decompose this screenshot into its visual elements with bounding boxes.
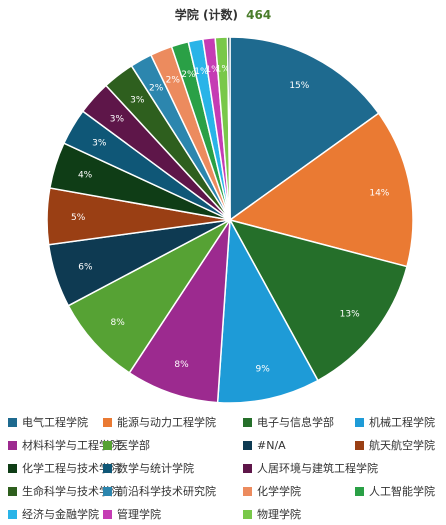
legend-label: 材料科学与工程学院 [22, 439, 121, 452]
legend-label: 物理学院 [257, 508, 301, 521]
pie-slice-5[interactable] [67, 219, 231, 374]
legend-label: 航天航空学院 [369, 439, 435, 452]
slice-label-15: 1% [194, 67, 209, 77]
slice-label-3: 9% [256, 364, 271, 374]
legend-label: 化学学院 [257, 485, 301, 498]
legend-item[interactable]: 物理学院 [243, 504, 301, 524]
legend-swatch [243, 417, 252, 427]
legend-label: 机械工程学院 [369, 416, 435, 429]
legend-item[interactable]: 电气工程学院 [8, 412, 88, 432]
legend-row: 化学工程与技术学院 数学与统计学院 人居环境与建筑工程学院 [0, 458, 446, 478]
slice-label-13: 2% [166, 75, 181, 85]
slice-label-7: 5% [71, 213, 86, 223]
chart-title: 学院 (计数) 464 [0, 6, 446, 23]
chart-title-label: 学院 (计数) [174, 8, 238, 22]
legend-swatch [103, 486, 112, 496]
pie-chart: 15%14%13%9%8%8%6%5%4%3%3%3%2%2%2%1%1%1% [46, 36, 414, 404]
slice-label-12: 2% [149, 83, 164, 93]
slice-label-0: 15% [289, 81, 309, 91]
legend-swatch [8, 417, 17, 427]
legend-item[interactable]: 机械工程学院 [355, 412, 435, 432]
legend-swatch [103, 463, 112, 473]
legend-swatch [355, 486, 364, 496]
legend-swatch [8, 463, 17, 473]
pie-slice-1[interactable] [228, 112, 414, 268]
slice-label-16: 1% [205, 65, 220, 75]
legend-swatch [243, 463, 252, 473]
legend-label: 医学部 [117, 439, 150, 452]
slice-label-4: 8% [174, 360, 189, 370]
legend-item[interactable]: 生命科学与技术学院 [8, 481, 121, 501]
slice-label-1: 14% [369, 188, 389, 198]
pie-slice-4[interactable] [128, 217, 231, 404]
slice-label-9: 3% [92, 139, 107, 149]
legend-item[interactable]: 能源与动力工程学院 [103, 412, 216, 432]
legend-swatch [355, 417, 364, 427]
slice-label-11: 3% [130, 96, 145, 106]
legend-label: 生命科学与技术学院 [22, 485, 121, 498]
slice-label-10: 3% [110, 115, 125, 125]
legend-swatch [243, 486, 252, 496]
legend-swatch [103, 417, 112, 427]
legend-swatch [8, 486, 17, 496]
legend-label: 电子与信息学部 [257, 416, 334, 429]
pie-slice-3[interactable] [216, 217, 319, 404]
legend-row: 电气工程学院 能源与动力工程学院 电子与信息学部 机械工程学院 [0, 412, 446, 432]
legend-label: 化学工程与技术学院 [22, 462, 121, 475]
legend-item[interactable]: 经济与金融学院 [8, 504, 99, 524]
legend-label: 人居环境与建筑工程学院 [257, 462, 378, 475]
pie-slice-2[interactable] [228, 218, 408, 382]
legend-item[interactable]: 人居环境与建筑工程学院 [243, 458, 378, 478]
legend-swatch [103, 509, 112, 519]
slice-label-14: 2% [181, 70, 196, 80]
legend-row: 材料科学与工程学院 医学部 #N/A 航天航空学院 [0, 435, 446, 455]
slice-label-5: 8% [110, 318, 125, 328]
legend-row: 生命科学与技术学院 前沿科学技术研究院 化学学院 人工智能学院 [0, 481, 446, 501]
legend-swatch [243, 509, 252, 519]
legend-item[interactable]: 数学与统计学院 [103, 458, 194, 478]
legend-item[interactable]: 人工智能学院 [355, 481, 435, 501]
legend-item[interactable]: 材料科学与工程学院 [8, 435, 121, 455]
legend-label: 电气工程学院 [22, 416, 88, 429]
legend-item[interactable]: 前沿科学技术研究院 [103, 481, 216, 501]
slice-label-2: 13% [340, 310, 360, 320]
legend-swatch [8, 440, 17, 450]
legend-label: 数学与统计学院 [117, 462, 194, 475]
legend-swatch [8, 509, 17, 519]
legend-item[interactable]: 医学部 [103, 435, 150, 455]
slice-label-6: 6% [78, 263, 93, 273]
slice-label-8: 4% [78, 170, 93, 180]
legend-label: 前沿科学技术研究院 [117, 485, 216, 498]
slice-label-17: 1% [216, 64, 231, 74]
legend-swatch [243, 440, 252, 450]
legend-label: 经济与金融学院 [22, 508, 99, 521]
legend-more-indicator[interactable]: ... [283, 504, 301, 518]
legend-item[interactable]: #N/A [243, 435, 286, 455]
pie-slice-18[interactable] [226, 36, 231, 221]
legend-label: 人工智能学院 [369, 485, 435, 498]
legend-item[interactable]: 化学工程与技术学院 [8, 458, 121, 478]
legend-item[interactable]: 管理学院 [103, 504, 161, 524]
pie-slice-0[interactable] [229, 36, 380, 222]
legend-item[interactable]: 电子与信息学部 [243, 412, 334, 432]
legend-swatch [103, 440, 112, 450]
legend-label: 管理学院 [117, 508, 161, 521]
legend: 电气工程学院 能源与动力工程学院 电子与信息学部 机械工程学院材料科学与工程学院 医学部… [0, 412, 446, 525]
legend-label: 能源与动力工程学院 [117, 416, 216, 429]
chart-total-count: 464 [246, 8, 272, 22]
legend-label: #N/A [257, 438, 286, 452]
legend-item[interactable]: 化学学院 [243, 481, 301, 501]
legend-row: 经济与金融学院 管理学院 物理学院... [0, 504, 446, 524]
legend-swatch [355, 440, 364, 450]
legend-item[interactable]: 航天航空学院 [355, 435, 435, 455]
